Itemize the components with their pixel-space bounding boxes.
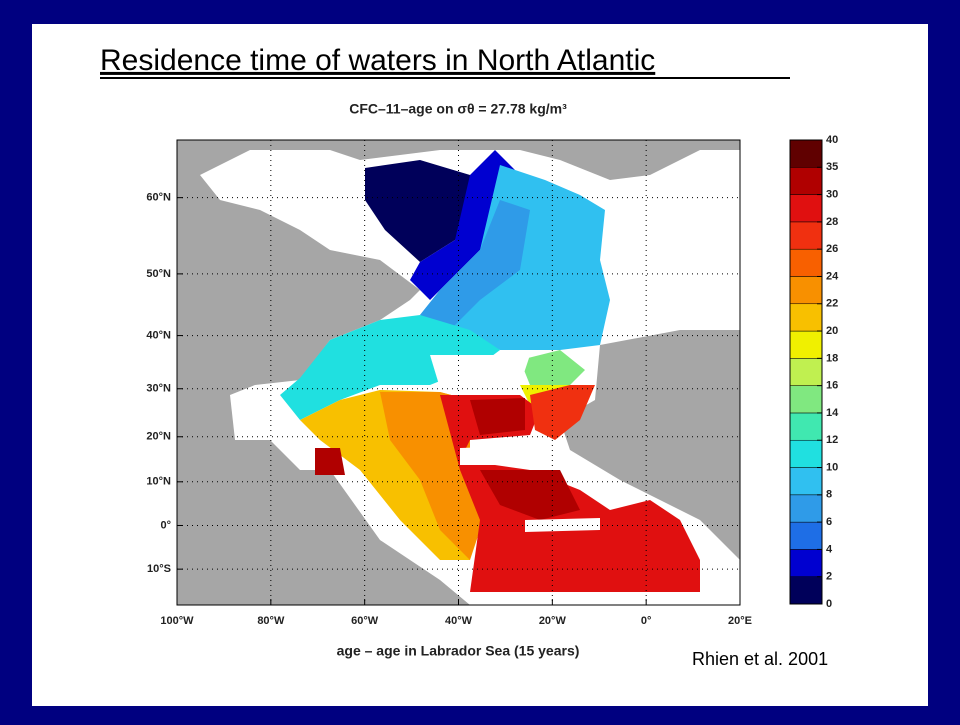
contour-region [530, 385, 595, 440]
y-tick-label: 30°N [146, 383, 171, 395]
colorbar-label: 18 [826, 352, 838, 364]
ocean-gap [460, 445, 560, 465]
colorbar-segment [789, 303, 823, 332]
colorbar-segment [789, 467, 823, 496]
colorbar-segment [789, 521, 823, 550]
colorbar-segment [789, 358, 823, 386]
colorbar-segment [789, 412, 823, 441]
contour-region [520, 350, 585, 385]
y-tick-label: 40°N [146, 329, 171, 341]
colorbar-label: 12 [826, 434, 838, 446]
x-tick-label: 20°W [539, 615, 567, 627]
colorbar-label: 30 [826, 188, 838, 200]
colorbar-label: 0 [826, 598, 832, 610]
y-tick-label: 20°N [146, 431, 171, 443]
colorbar-segment [789, 194, 823, 223]
colorbar-label: 28 [826, 216, 838, 228]
colorbar-label: 14 [826, 407, 839, 419]
contour-region [480, 470, 580, 520]
colorbar-label: 40 [826, 134, 838, 146]
map [176, 139, 741, 606]
colorbar-label: 10 [826, 461, 838, 473]
contour-region [315, 448, 345, 475]
x-tick-label: 100°W [160, 615, 194, 627]
colorbar-label: 35 [826, 161, 838, 173]
colorbar-label: 8 [826, 489, 832, 501]
colorbar-segment [789, 167, 823, 195]
slide-title: Residence time of waters in North Atlant… [100, 44, 655, 77]
contour-region [280, 315, 500, 420]
colorbar-segment [789, 139, 823, 168]
colorbar-label: 6 [826, 516, 832, 528]
colorbar-segment [789, 439, 823, 468]
x-axis-label: age – age in Labrador Sea (15 years) [337, 643, 580, 659]
colorbar-segment [789, 576, 823, 605]
x-tick-label: 40°W [445, 615, 473, 627]
x-tick-label: 20°E [728, 615, 752, 627]
colorbar-label: 4 [826, 543, 833, 555]
ocean-gap [430, 355, 530, 388]
colorbar-segment [789, 221, 823, 250]
colorbar-segment [789, 276, 823, 305]
colorbar-label: 16 [826, 380, 838, 392]
contour-region [420, 200, 530, 330]
y-tick-label: 0° [160, 519, 171, 531]
contour-region [470, 398, 525, 435]
colorbar-frame [789, 139, 823, 605]
colorbar-segment [789, 330, 823, 359]
colorbar-segment [789, 549, 823, 577]
y-tick-label: 60°N [146, 192, 171, 204]
figure-title: CFC–11–age on σθ = 27.78 kg/m³ [349, 101, 567, 117]
y-tick-label: 10°N [146, 476, 171, 488]
colorbar-segment [789, 385, 823, 414]
colorbar-label: 2 [826, 571, 832, 583]
x-tick-label: 60°W [351, 615, 379, 627]
contour-region [365, 160, 480, 262]
x-tick-label: 0° [641, 615, 652, 627]
citation: Rhien et al. 2001 [692, 649, 828, 669]
colorbar-label: 22 [826, 298, 838, 310]
y-tick-label: 10°S [147, 563, 171, 575]
colorbar-segment [789, 494, 823, 523]
colorbar-label: 20 [826, 325, 838, 337]
y-tick-label: 50°N [146, 268, 171, 280]
colorbar-label: 26 [826, 243, 838, 255]
contour-region [410, 150, 515, 300]
x-tick-label: 80°W [257, 615, 285, 627]
colorbar-label: 24 [826, 270, 839, 282]
colorbar-segment [789, 248, 823, 277]
